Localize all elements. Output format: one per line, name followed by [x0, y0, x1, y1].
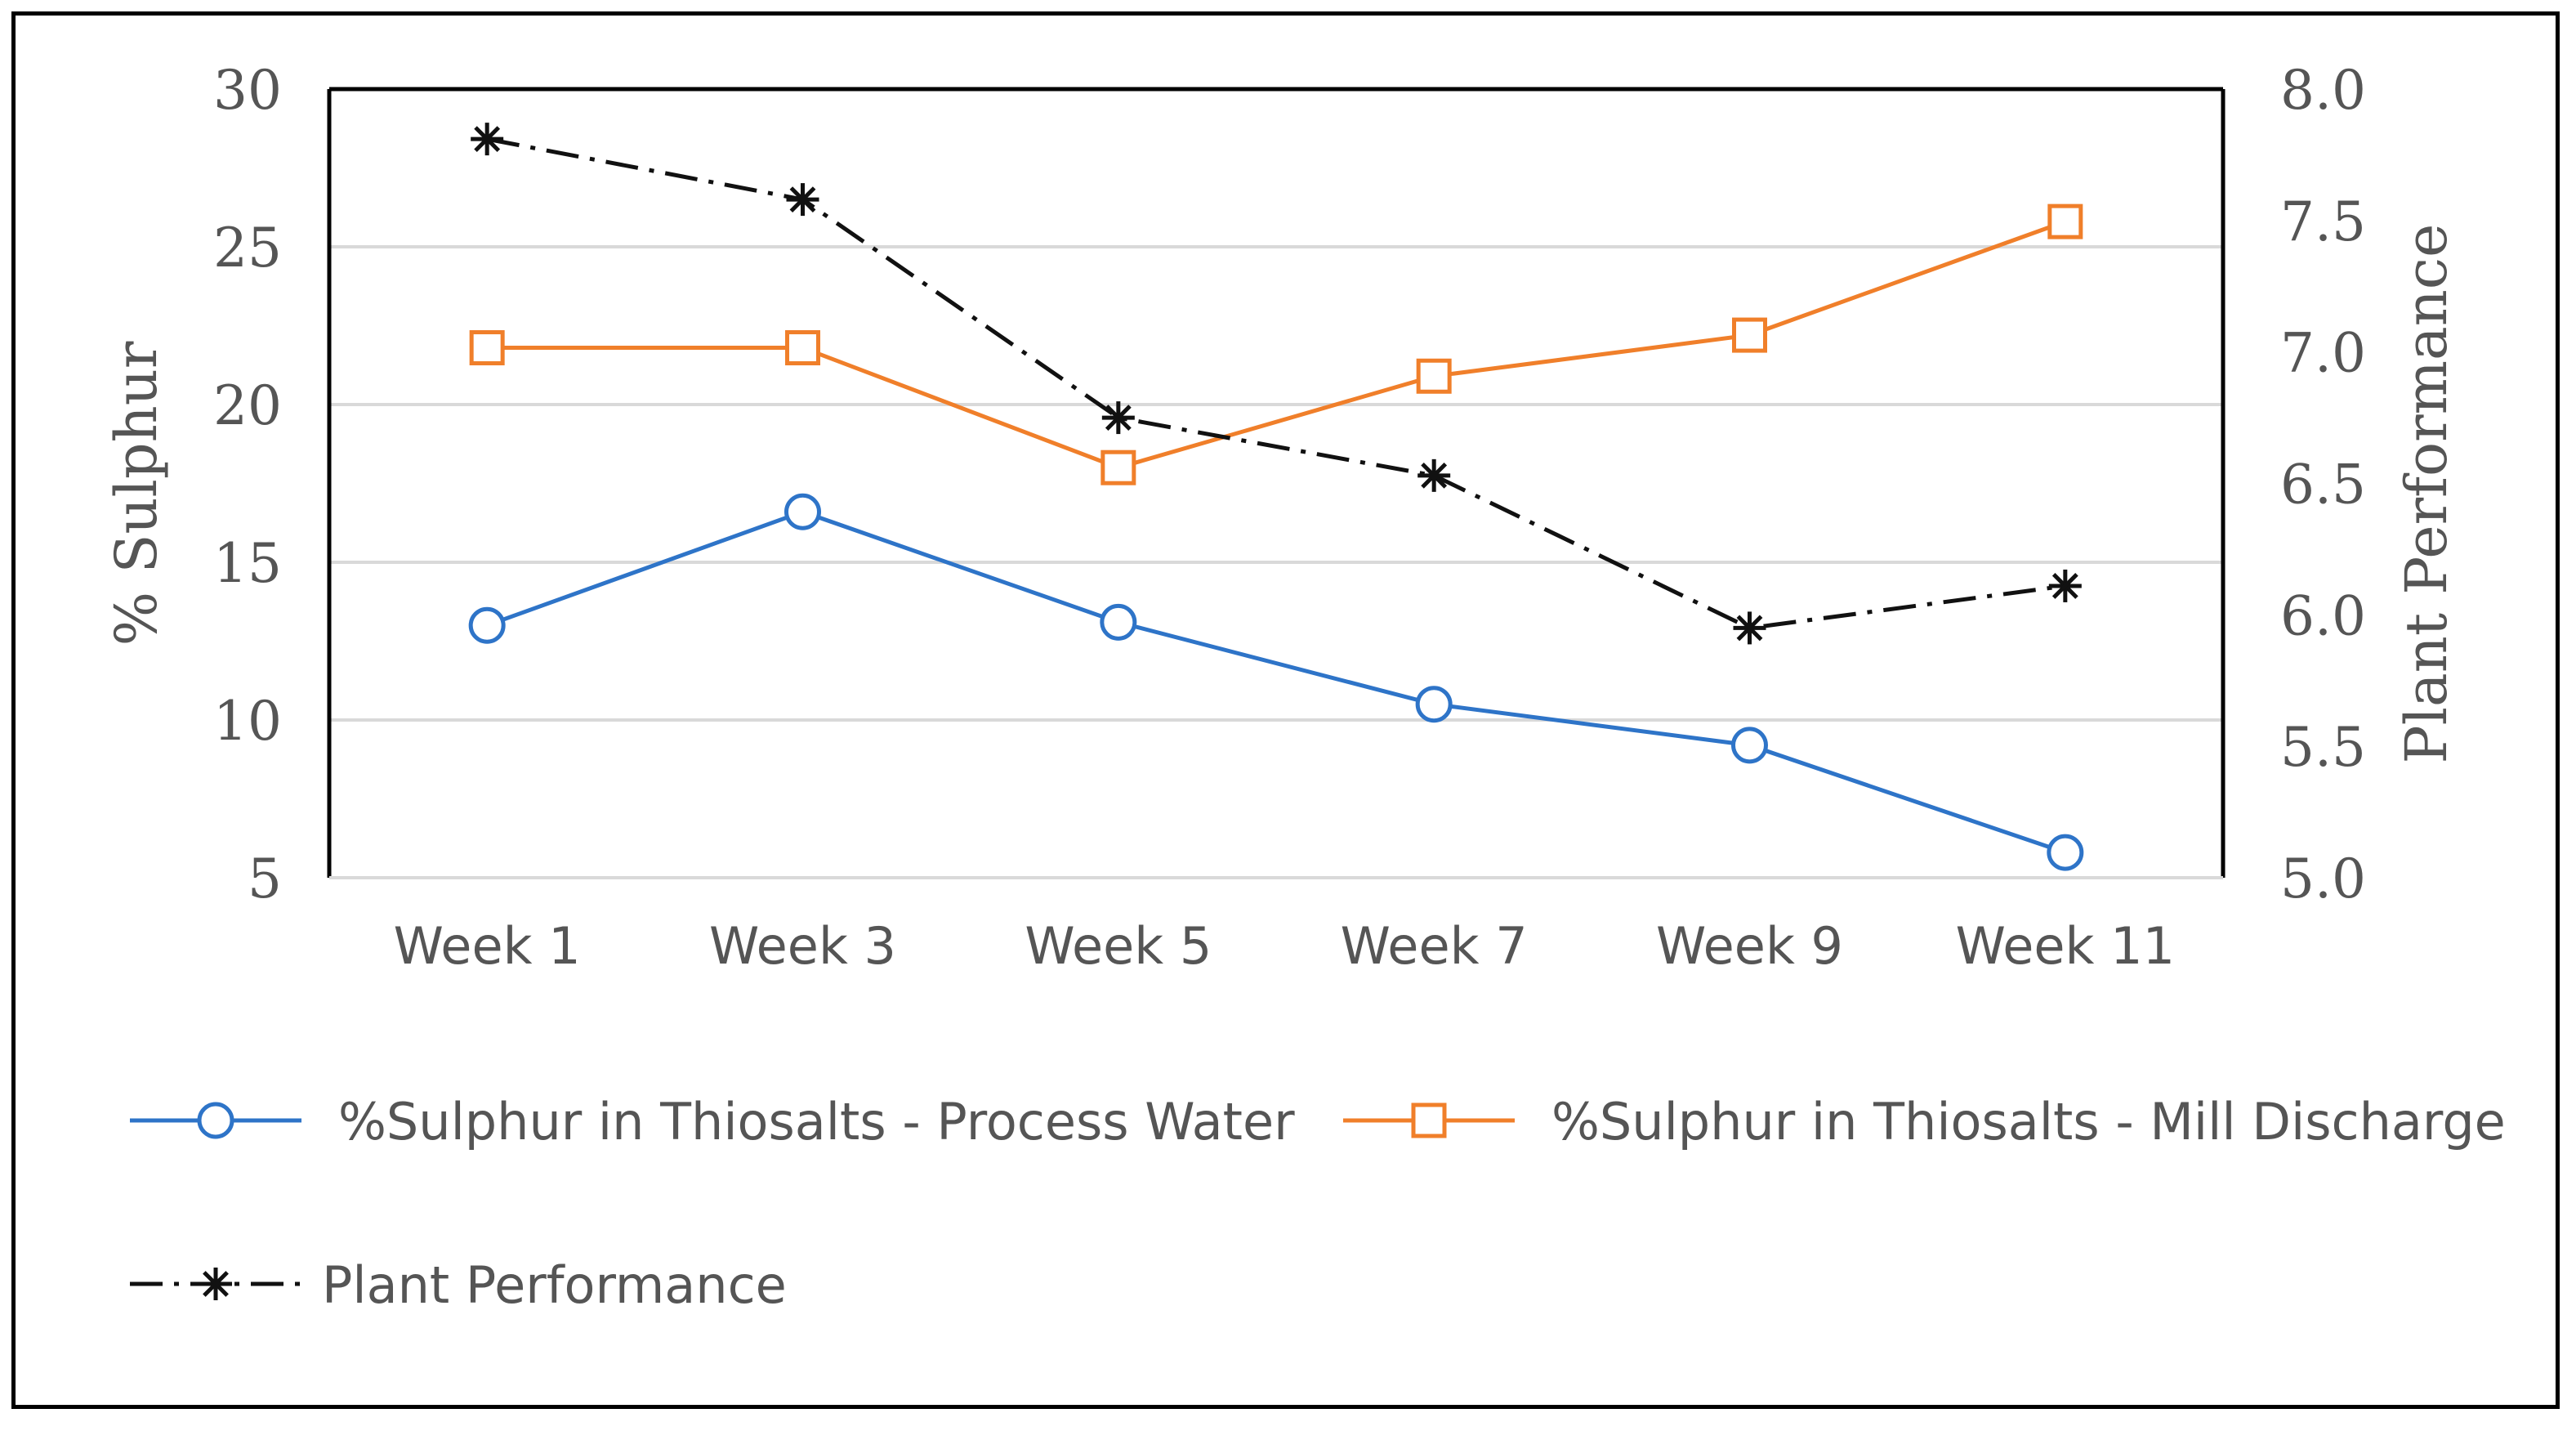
- data-point-sulphur-in-thiosalts-process-water: [1731, 727, 1768, 764]
- asterisk-stroke: [2051, 573, 2078, 599]
- legend-asterisk-glyph: [199, 1268, 232, 1300]
- data-point-sulphur-in-thiosalts-process-water: [2047, 834, 2084, 871]
- data-point-plant-performance: [1101, 401, 1135, 435]
- legend-item-process-water: %Sulphur in Thiosalts - Process Water: [130, 1092, 1295, 1152]
- asterisk-stroke: [1736, 615, 1763, 642]
- data-point-plant-performance: [471, 123, 504, 156]
- y-right-tick-label: 7.5: [2280, 190, 2366, 253]
- legend-marker-asterisk: [199, 1268, 232, 1300]
- data-point-sulphur-in-thiosalts-process-water: [1415, 686, 1453, 723]
- legend-item-plant-performance: Plant Performance: [130, 1255, 787, 1315]
- data-point-sulphur-in-thiosalts-mill-discharge: [1732, 317, 1767, 353]
- y-right-tick-label: 6.5: [2280, 454, 2366, 517]
- y-right-axis-label: Plant Performance: [2393, 224, 2460, 764]
- data-point-plant-performance: [2048, 569, 2082, 602]
- legend-marker-square: [1411, 1102, 1447, 1138]
- legend-item-mill-discharge: %Sulphur in Thiosalts - Mill Discharge: [1343, 1092, 2506, 1152]
- series-line-sulphur-in-thiosalts-mill-discharge: [487, 219, 2066, 470]
- y-left-axis-label: % Sulphur: [103, 341, 170, 646]
- x-tick-label: Week 1: [394, 916, 581, 976]
- data-point-sulphur-in-thiosalts-mill-discharge: [1416, 358, 1452, 394]
- y-right-tick-label: 5.5: [2280, 716, 2366, 779]
- y-left-tick-label: 25: [213, 217, 282, 280]
- legend-label-plant-performance: Plant Performance: [322, 1255, 787, 1315]
- data-point-sulphur-in-thiosalts-process-water: [784, 493, 821, 530]
- x-tick-label: Week 5: [1025, 916, 1212, 976]
- asterisk-stroke: [474, 126, 501, 153]
- y-right-tick-label: 5.0: [2280, 847, 2366, 910]
- legend: %Sulphur in Thiosalts - Process Water %S…: [130, 1092, 2506, 1315]
- asterisk-stroke: [1105, 405, 1132, 431]
- data-point-plant-performance: [1417, 458, 1451, 492]
- axes: [327, 87, 2226, 879]
- data-point-sulphur-in-thiosalts-process-water: [1100, 603, 1137, 641]
- legend-label-mill-discharge: %Sulphur in Thiosalts - Mill Discharge: [1551, 1092, 2506, 1152]
- y-right-tick-label: 7.0: [2280, 322, 2366, 385]
- x-tick-label: Week 7: [1341, 916, 1528, 976]
- y-right-tick-label: 8.0: [2280, 59, 2366, 122]
- asterisk-stroke: [1421, 462, 1448, 489]
- legend-label-process-water: %Sulphur in Thiosalts - Process Water: [338, 1092, 1295, 1152]
- y-left-tick-label: 20: [213, 374, 282, 437]
- y-left-tick-label: 30: [213, 59, 282, 122]
- asterisk-stroke: [789, 186, 816, 213]
- series-line-plant-performance: [486, 136, 2066, 630]
- y-left-tick-label: 5: [248, 847, 282, 910]
- data-point-sulphur-in-thiosalts-process-water: [468, 606, 506, 644]
- data-point-plant-performance: [786, 183, 819, 217]
- data-point-sulphur-in-thiosalts-mill-discharge: [785, 330, 820, 366]
- y-left-tick-label: 15: [213, 532, 282, 595]
- legend-marker-circle: [197, 1102, 234, 1139]
- x-tick-label: Week 9: [1656, 916, 1843, 976]
- data-point-plant-performance: [1733, 611, 1766, 645]
- figure-frame: 5 10 15 20 25 30 5.0 5.5 6.0 6.5 7.0 7.5 8.0 Week 1 We…: [11, 11, 2560, 1409]
- y-right-tick-label: 6.0: [2280, 584, 2366, 647]
- gridlines: [329, 245, 2223, 722]
- data-point-sulphur-in-thiosalts-mill-discharge: [469, 330, 505, 366]
- tick-labels: 5 10 15 20 25 30 5.0 5.5 6.0 6.5 7.0 7.5 8.0 Week 1 We…: [213, 59, 2366, 976]
- y-left-tick-label: 10: [213, 690, 282, 753]
- asterisk-stroke: [203, 1271, 229, 1297]
- chart-svg: 5 10 15 20 25 30 5.0 5.5 6.0 6.5 7.0 7.5 8.0 Week 1 We…: [103, 59, 2506, 1315]
- series-layer: [468, 123, 2084, 871]
- x-tick-label: Week 11: [1956, 916, 2175, 976]
- x-tick-label: Week 3: [709, 916, 896, 976]
- data-point-sulphur-in-thiosalts-mill-discharge: [2047, 203, 2083, 239]
- data-point-sulphur-in-thiosalts-mill-discharge: [1100, 449, 1136, 485]
- series-line-sulphur-in-thiosalts-process-water: [486, 509, 2066, 855]
